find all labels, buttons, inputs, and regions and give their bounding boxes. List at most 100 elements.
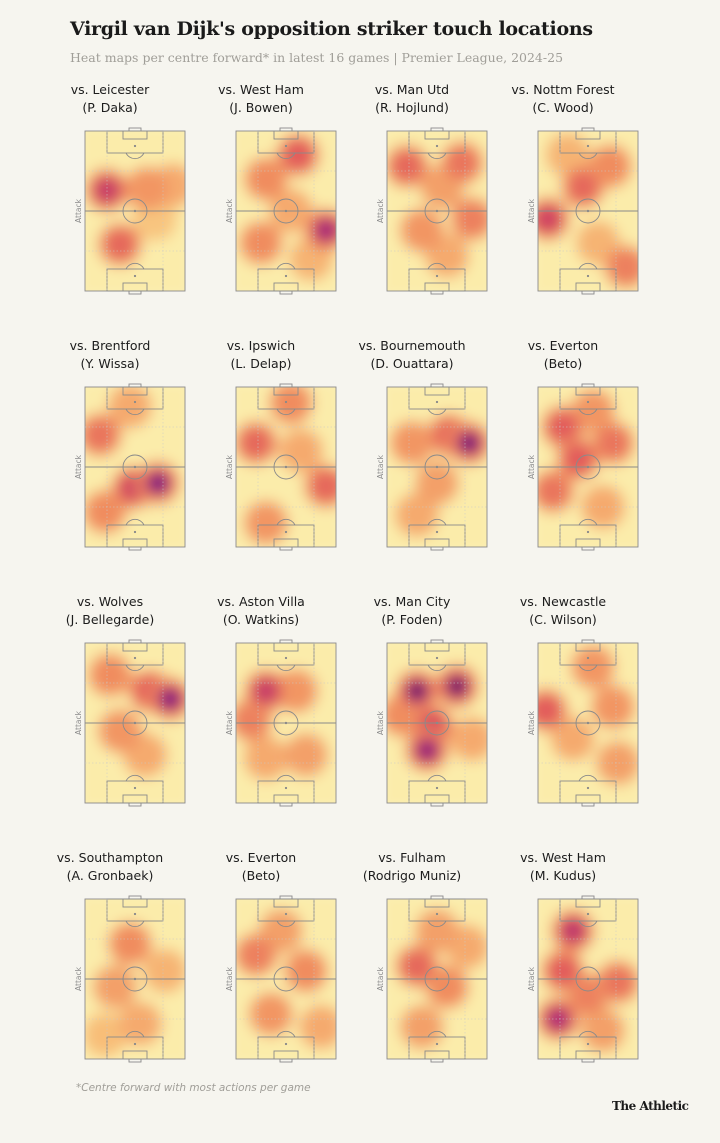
heat-blob: [577, 395, 609, 427]
pitch-markings: [386, 127, 488, 295]
heat-blob: [463, 437, 475, 449]
pitch-markings: [84, 127, 186, 295]
heat-blob: [396, 427, 428, 459]
player-label: (A. Gronbaek): [66, 868, 154, 883]
heat-blob: [279, 429, 323, 473]
pitch-guides: [236, 899, 336, 1059]
heat-blob: [85, 419, 116, 451]
opponent-label: vs. Man Utd: [374, 82, 450, 97]
opponent-label: vs. Man City: [373, 594, 451, 609]
heat-blob: [411, 685, 423, 697]
opponent-label: vs. Bournemouth: [358, 338, 466, 353]
pitch-heatmap: Attack: [74, 127, 186, 295]
heat-blob: [240, 427, 272, 459]
heatmap-panel: vs. Fulham (Rodrigo Muniz) Attack: [337, 850, 488, 1070]
opponent-label: vs. Brentford: [69, 338, 151, 353]
pitch-guides: [538, 643, 638, 803]
heat-blob: [93, 965, 137, 1009]
heatmap-panel: vs. Ipswich (L. Delap) Attack: [186, 338, 337, 558]
attack-label: Attack: [225, 198, 234, 223]
pitch-guides: [85, 643, 185, 803]
heatmap-panel: vs. Everton (Beto) Attack: [488, 338, 639, 558]
attack-label: Attack: [225, 454, 234, 479]
heatmap-panel: vs. Bournemouth (D. Ouattara) Attack: [337, 338, 488, 558]
heat-blob: [282, 139, 314, 171]
attack-label: Attack: [225, 710, 234, 735]
heatmap-panel: vs. Newcastle (C. Wilson) Attack: [488, 594, 639, 814]
pitch-heatmap: Attack: [74, 895, 186, 1063]
attack-label: Attack: [376, 710, 385, 735]
heat-blob: [401, 950, 433, 983]
heat-blob: [250, 507, 282, 539]
pitch-markings: [537, 127, 639, 295]
attack-label: Attack: [376, 198, 385, 223]
heat-blob: [318, 222, 334, 239]
pitch-heatmap: Attack: [376, 127, 488, 295]
heat-blob: [244, 736, 288, 781]
heat-blob: [538, 208, 559, 230]
pitch-heatmap: Attack: [225, 127, 337, 295]
heat-blob: [550, 1011, 566, 1027]
heat-blob: [96, 179, 118, 202]
brand-logo: The Athletic: [612, 1099, 689, 1113]
pitch-heatmap: Attack: [376, 895, 488, 1063]
player-label: (P. Daka): [82, 100, 138, 115]
pitch-markings: [84, 383, 186, 551]
opponent-label: vs. West Ham: [218, 82, 304, 97]
heatmap-panel: vs. Everton (Beto) Attack: [186, 850, 337, 1070]
heatmap-panel: vs. Southampton (A. Gronbaek) Attack: [35, 850, 186, 1070]
heat-blob: [610, 251, 638, 283]
pitch-guides: [387, 131, 487, 291]
chart-subtitle: Heat maps per centre forward* in latest …: [70, 50, 564, 65]
heat-blob: [104, 228, 136, 261]
player-label: (Rodrigo Muniz): [362, 868, 462, 883]
heat-blob: [602, 966, 634, 999]
heat-blob: [446, 147, 478, 179]
attack-label: Attack: [527, 198, 536, 223]
heatmap-panel: vs. Brentford (Y. Wissa) Attack: [35, 338, 186, 558]
player-label: (J. Bellegarde): [65, 612, 155, 627]
attack-label: Attack: [376, 966, 385, 991]
heatmap-panel: vs. Nottm Forest (C. Wood) Attack: [488, 82, 639, 302]
heat-blob: [275, 387, 307, 419]
footnote: *Centre forward with most actions per ga…: [76, 1082, 311, 1094]
heatmap-panel: vs. Aston Villa (O. Watkins) Attack: [186, 594, 337, 814]
heat-blob: [538, 475, 569, 507]
attack-label: Attack: [376, 454, 385, 479]
heat-blob: [597, 427, 629, 459]
heatmap-panel: vs. West Ham (M. Kudus) Attack: [488, 850, 639, 1070]
player-label: (D. Ouattara): [370, 356, 454, 371]
heatmap-panel: vs. Leicester (P. Daka) Attack: [35, 82, 186, 302]
heat-blob: [581, 485, 625, 529]
opponent-label: vs. Southampton: [56, 850, 164, 865]
pitch-heatmap: Attack: [527, 383, 639, 551]
chart-title: Virgil van Dijk's opposition striker tou…: [70, 18, 593, 40]
opponent-label: vs. Ipswich: [226, 338, 296, 353]
heat-blob: [551, 717, 595, 761]
heat-blob: [152, 477, 164, 489]
pitch-guides: [85, 131, 185, 291]
pitch-heatmap: Attack: [527, 127, 639, 295]
pitch-markings: [386, 639, 488, 807]
pitch-heatmap: Attack: [225, 383, 337, 551]
opponent-label: vs. Leicester: [70, 82, 150, 97]
attack-label: Attack: [527, 966, 536, 991]
opponent-label: vs. Everton: [225, 850, 297, 865]
heat-blob: [143, 949, 185, 993]
opponent-label: vs. Aston Villa: [217, 594, 305, 609]
heat-blob: [118, 1001, 162, 1046]
attack-label: Attack: [225, 966, 234, 991]
opponent-label: vs. Wolves: [76, 594, 144, 609]
heat-blob: [594, 150, 626, 183]
attack-label: Attack: [527, 710, 536, 735]
heat-blob: [596, 741, 638, 785]
heat-blob: [255, 680, 277, 702]
opponent-label: vs. Everton: [527, 338, 599, 353]
heat-blob: [419, 742, 435, 759]
attack-label: Attack: [74, 966, 83, 991]
pitch-heatmap: Attack: [74, 383, 186, 551]
pitch-heatmap: Attack: [376, 639, 488, 807]
pitch-guides: [85, 899, 185, 1059]
heat-blob: [562, 920, 584, 942]
heat-blob: [453, 682, 461, 691]
